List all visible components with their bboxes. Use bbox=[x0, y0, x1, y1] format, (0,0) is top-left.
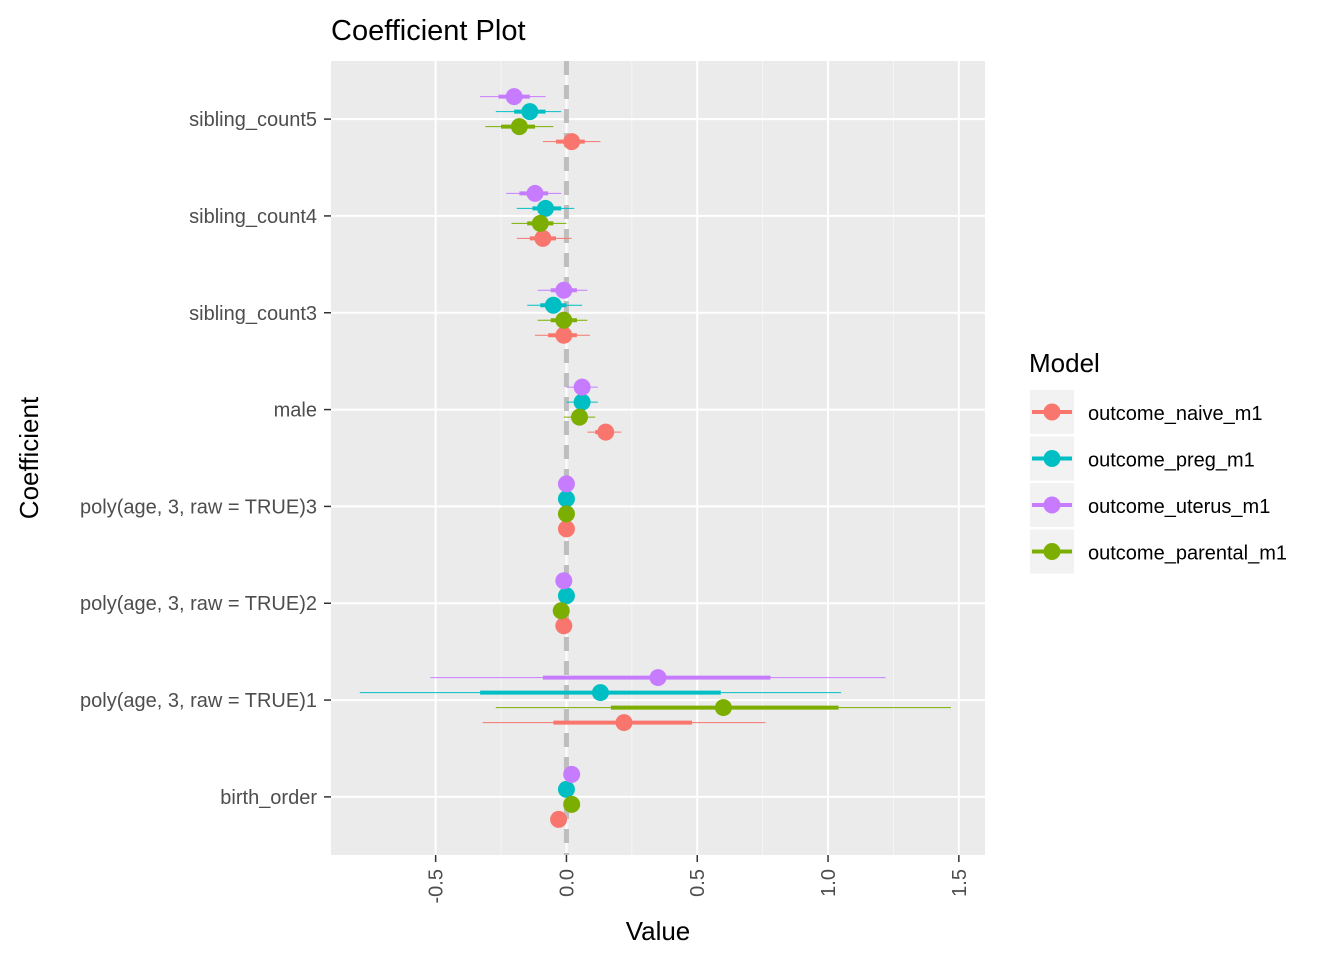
estimate-point bbox=[557, 490, 575, 508]
y-tick-label: sibling_count5 bbox=[189, 109, 317, 131]
estimate-point bbox=[531, 214, 549, 232]
estimate-point bbox=[555, 572, 573, 590]
estimate-point bbox=[557, 587, 575, 605]
estimate-point bbox=[555, 326, 573, 344]
y-tick-label: poly(age, 3, raw = TRUE)3 bbox=[80, 496, 317, 518]
x-tick-label: -0.5 bbox=[426, 869, 448, 903]
estimate-point bbox=[552, 602, 570, 620]
estimate-point bbox=[557, 475, 575, 493]
estimate-point bbox=[563, 795, 581, 813]
plot-panel bbox=[331, 61, 985, 855]
legend-label: outcome_uterus_m1 bbox=[1088, 496, 1270, 518]
legend: Model outcome_naive_m1 outcome_preg_m1out… bbox=[1029, 348, 1287, 574]
estimate-point bbox=[505, 88, 523, 106]
x-axis: -0.5 0.0 0.5 1.0 1.5 bbox=[426, 855, 971, 903]
estimate-point bbox=[537, 199, 555, 217]
y-axis: sibling_count5 sibling_count4 sibling_coun… bbox=[80, 109, 331, 809]
x-tick-label: 0.0 bbox=[556, 869, 578, 897]
x-tick-label: 0.5 bbox=[687, 869, 709, 897]
legend-label: outcome_parental_m1 bbox=[1088, 543, 1287, 565]
estimate-point bbox=[555, 617, 573, 635]
legend-label: outcome_naive_m1 bbox=[1088, 403, 1263, 425]
estimate-point bbox=[557, 520, 575, 538]
estimate-point bbox=[555, 311, 573, 329]
x-tick-label: 1.5 bbox=[949, 869, 971, 897]
estimate-point bbox=[563, 765, 581, 783]
estimate-point bbox=[510, 118, 528, 136]
estimate-point bbox=[591, 684, 609, 702]
legend-key-point bbox=[1043, 403, 1061, 421]
x-axis-title: Value bbox=[626, 916, 691, 946]
x-tick-label: 1.0 bbox=[818, 869, 840, 897]
y-tick-label: sibling_count4 bbox=[189, 206, 317, 228]
estimate-point bbox=[557, 505, 575, 523]
chart-title: Coefficient Plot bbox=[331, 15, 526, 47]
y-tick-label: poly(age, 3, raw = TRUE)2 bbox=[80, 593, 317, 615]
y-tick-label: male bbox=[274, 400, 317, 422]
estimate-point bbox=[615, 714, 633, 732]
series-marks bbox=[359, 88, 951, 828]
estimate-point bbox=[649, 669, 667, 687]
y-tick-label: sibling_count3 bbox=[189, 303, 317, 325]
estimate-point bbox=[550, 810, 568, 828]
legend-key-point bbox=[1043, 496, 1061, 514]
estimate-point bbox=[544, 296, 562, 314]
estimate-point bbox=[597, 423, 615, 441]
y-axis-title: Coefficient bbox=[14, 396, 44, 519]
estimate-point bbox=[534, 229, 552, 247]
estimate-point bbox=[571, 408, 589, 426]
estimate-point bbox=[526, 184, 544, 202]
estimate-point bbox=[563, 133, 581, 151]
estimate-point bbox=[573, 378, 591, 396]
estimate-point bbox=[555, 281, 573, 299]
estimate-point bbox=[714, 699, 732, 717]
estimate-point bbox=[557, 780, 575, 798]
legend-key-point bbox=[1043, 543, 1061, 560]
legend-title: Model bbox=[1029, 348, 1100, 378]
legend-label: outcome_preg_m1 bbox=[1088, 450, 1255, 472]
legend-key-point bbox=[1043, 450, 1061, 467]
estimate-point bbox=[573, 393, 591, 411]
estimate-point bbox=[521, 103, 539, 121]
y-tick-label: birth_order bbox=[220, 787, 317, 809]
y-tick-label: poly(age, 3, raw = TRUE)1 bbox=[80, 690, 317, 712]
